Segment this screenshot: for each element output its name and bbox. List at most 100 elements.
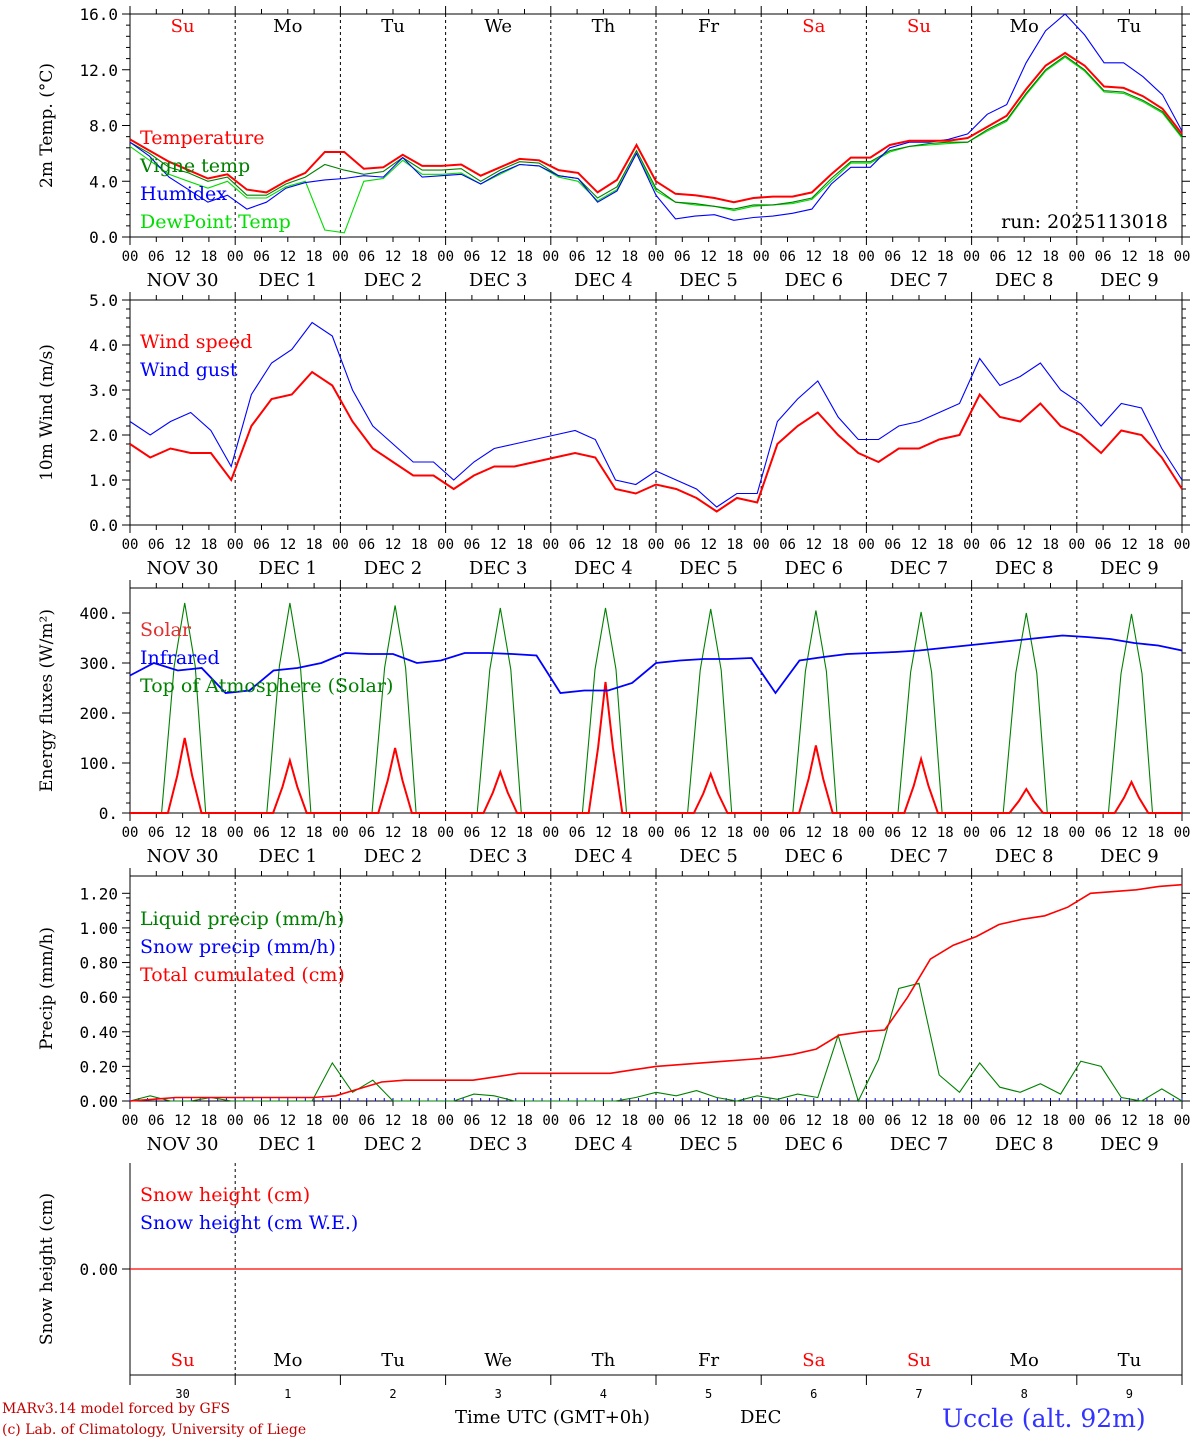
- hour-tick-label: 18: [306, 1113, 323, 1129]
- hour-tick-label: 18: [516, 537, 533, 553]
- date-label: DEC 3: [469, 270, 528, 291]
- hour-tick-label: 00: [963, 825, 980, 841]
- day-number: 1: [284, 1387, 291, 1401]
- hour-tick-label: 06: [463, 249, 480, 265]
- date-label: DEC 4: [574, 558, 633, 579]
- hour-tick-label: 00: [858, 537, 875, 553]
- hour-tick-label: 00: [858, 1113, 875, 1129]
- date-label: DEC 6: [785, 558, 844, 579]
- hour-tick-label: 06: [989, 537, 1006, 553]
- hour-tick-label: 18: [306, 825, 323, 841]
- day-name: Tu: [381, 1350, 405, 1371]
- hour-tick-label: 12: [911, 537, 928, 553]
- hour-tick-label: 18: [411, 825, 428, 841]
- legend-entry: Snow precip (mm/h): [140, 936, 336, 958]
- hour-tick-label: 00: [542, 537, 559, 553]
- date-label: DEC 9: [1100, 558, 1159, 579]
- hour-tick-label: 18: [832, 249, 849, 265]
- date-label: DEC 9: [1100, 1134, 1159, 1155]
- hour-tick-label: 12: [385, 1113, 402, 1129]
- hour-tick-label: 00: [1068, 249, 1085, 265]
- day-number: 8: [1021, 1387, 1028, 1401]
- legend-entry: Infrared: [140, 647, 220, 669]
- hour-tick-label: 18: [1147, 825, 1164, 841]
- date-label: DEC 5: [679, 558, 738, 579]
- series-line-2: [129, 13, 1183, 221]
- hour-tick-label: 00: [1068, 825, 1085, 841]
- hour-tick-label: 06: [358, 825, 375, 841]
- hour-tick-label: 00: [1174, 537, 1191, 553]
- hour-tick-label: 12: [1121, 537, 1138, 553]
- hour-tick-label: 00: [122, 825, 139, 841]
- hour-tick-label: 06: [463, 1113, 480, 1129]
- y-tick-label: 12.0: [79, 61, 118, 80]
- hour-tick-label: 18: [726, 537, 743, 553]
- hour-tick-label: 06: [148, 249, 165, 265]
- y-tick-label: 200.: [79, 704, 118, 723]
- hour-tick-label: 18: [937, 537, 954, 553]
- hour-tick-label: 18: [937, 825, 954, 841]
- day-name: Mo: [273, 16, 302, 37]
- y-tick-label: 0.0: [89, 228, 118, 247]
- hour-tick-label: 06: [1095, 1113, 1112, 1129]
- day-name: Su: [171, 1350, 195, 1371]
- legend-entry: Wind gust: [140, 359, 238, 381]
- hour-tick-label: 00: [1174, 825, 1191, 841]
- hour-tick-label: 06: [884, 825, 901, 841]
- hour-tick-label: 18: [516, 1113, 533, 1129]
- y-tick-label: 1.00: [79, 919, 118, 938]
- day-number: 30: [175, 1387, 189, 1401]
- hour-tick-label: 00: [1174, 249, 1191, 265]
- hour-tick-label: 00: [648, 537, 665, 553]
- hour-tick-label: 06: [148, 1113, 165, 1129]
- hour-tick-label: 18: [1147, 249, 1164, 265]
- date-label: DEC 7: [890, 270, 949, 291]
- date-label: NOV 30: [147, 846, 219, 867]
- legend-entry: Top of Atmosphere (Solar): [140, 675, 393, 697]
- hour-tick-label: 18: [832, 1113, 849, 1129]
- day-number: 3: [495, 1387, 502, 1401]
- date-label: DEC 6: [785, 1134, 844, 1155]
- hour-tick-label: 18: [621, 825, 638, 841]
- series-line-3: [129, 56, 1183, 234]
- day-number: 9: [1126, 1387, 1133, 1401]
- day-name: Sa: [802, 16, 825, 37]
- hour-tick-label: 18: [1147, 1113, 1164, 1129]
- hour-tick-label: 12: [805, 249, 822, 265]
- y-tick-label: 16.0: [79, 5, 118, 24]
- series-line-1: [129, 55, 1183, 210]
- hour-tick-label: 18: [1147, 537, 1164, 553]
- legend-entry: Wind speed: [140, 331, 252, 353]
- hour-tick-label: 00: [648, 825, 665, 841]
- date-label: NOV 30: [147, 1134, 219, 1155]
- day-name: Mo: [273, 1350, 302, 1371]
- hour-tick-label: 12: [595, 249, 612, 265]
- hour-tick-label: 12: [279, 825, 296, 841]
- y-tick-label: 0.0: [89, 516, 118, 535]
- y-axis-label: Energy fluxes (W/m²): [37, 609, 57, 792]
- date-label: DEC 2: [364, 846, 423, 867]
- day-name: Fr: [698, 1350, 719, 1371]
- hour-tick-label: 18: [726, 249, 743, 265]
- legend-entry: Humidex: [140, 183, 227, 205]
- run-label: run: 2025113018: [1001, 211, 1168, 233]
- date-label: DEC 8: [995, 270, 1054, 291]
- day-name: Mo: [1010, 16, 1039, 37]
- hour-tick-label: 00: [542, 1113, 559, 1129]
- hour-tick-label: 12: [279, 249, 296, 265]
- hour-tick-label: 00: [1068, 1113, 1085, 1129]
- legend-entry: Liquid precip (mm/h): [140, 908, 344, 930]
- hour-tick-label: 18: [306, 537, 323, 553]
- hour-tick-label: 00: [332, 825, 349, 841]
- hour-tick-label: 06: [463, 537, 480, 553]
- y-tick-label: 1.20: [79, 884, 118, 903]
- y-tick-label: 0.80: [79, 954, 118, 973]
- hour-tick-label: 12: [174, 1113, 191, 1129]
- date-label: DEC 5: [679, 270, 738, 291]
- hour-tick-label: 00: [753, 249, 770, 265]
- hour-tick-label: 00: [1174, 1113, 1191, 1129]
- series-line-solar: [130, 681, 1182, 814]
- hour-tick-label: 18: [937, 249, 954, 265]
- hour-tick-label: 06: [779, 537, 796, 553]
- hour-tick-label: 18: [621, 1113, 638, 1129]
